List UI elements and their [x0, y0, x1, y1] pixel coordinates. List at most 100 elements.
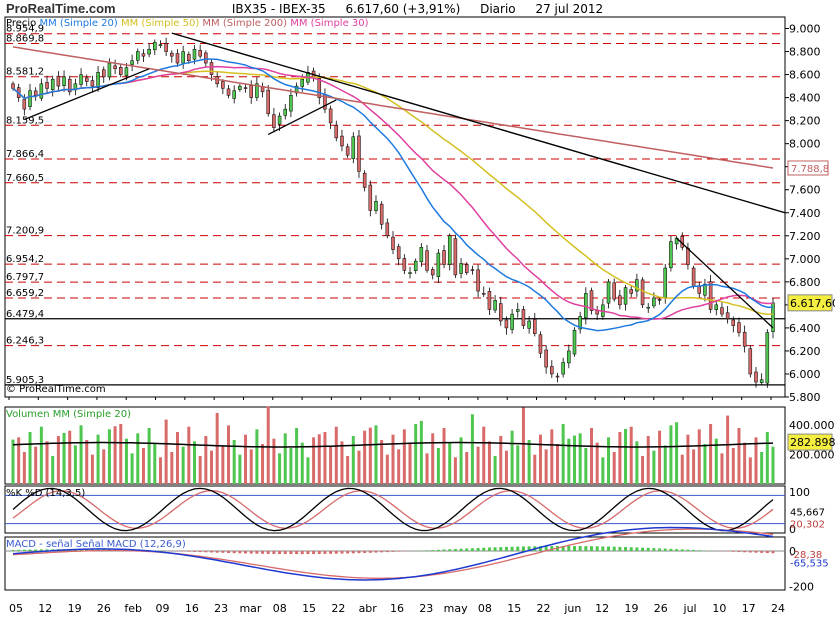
candle-body — [442, 250, 446, 265]
x-tick-label: 19 — [624, 602, 638, 615]
macd-histogram-bar — [748, 551, 752, 553]
volume-bar — [266, 406, 270, 484]
stoch-ytick-100: 100 — [789, 486, 810, 499]
macd-histogram-bar — [192, 551, 196, 552]
header-ticker: IBX35 - IBEX-35 — [231, 2, 326, 16]
macd-histogram-bar — [510, 546, 514, 551]
macd-histogram-bar — [680, 549, 684, 551]
macd-histogram-bar — [357, 551, 361, 554]
price-ytick-label: 8.600 — [789, 69, 821, 82]
macd-histogram-bar — [465, 548, 469, 551]
macd-histogram-bar — [249, 551, 253, 554]
volume-bar — [175, 432, 179, 484]
level-label: 8.869,8 — [6, 34, 44, 45]
volume-bar — [85, 440, 89, 484]
volume-last-box — [787, 433, 833, 451]
volume-bar — [584, 448, 588, 484]
candle-body — [578, 316, 582, 330]
candle-body — [283, 108, 287, 116]
macd-histogram-bar — [641, 547, 645, 551]
macd-histogram-bar — [11, 550, 15, 551]
candle-body — [249, 85, 253, 98]
macd-histogram-bar — [22, 549, 26, 551]
volume-bar — [368, 427, 372, 484]
volume-bar — [652, 450, 656, 484]
candle-body — [425, 250, 429, 271]
level-label: 7.200,9 — [6, 226, 44, 237]
volume-bar — [357, 450, 361, 484]
volume-bar — [561, 424, 565, 484]
x-tick-label: 17 — [742, 602, 756, 615]
volume-bar — [737, 428, 741, 484]
volume-bar — [34, 446, 38, 484]
macd-histogram-bar — [459, 548, 463, 551]
price-legend: Precio MM (Simple 20) MM (Simple 50) MM … — [6, 18, 369, 29]
trendline-2 — [267, 99, 337, 136]
macd-histogram-bar — [658, 548, 662, 551]
candle-body — [487, 291, 492, 310]
volume-bar — [697, 429, 701, 484]
volume-ma-line — [12, 441, 774, 448]
volume-bar — [22, 452, 26, 484]
volume-bar — [130, 453, 134, 484]
price-ytick-label: 8.000 — [789, 138, 821, 151]
candle-body — [277, 115, 282, 125]
macd-histogram-bar — [346, 551, 350, 554]
level-label: 6.797,7 — [6, 272, 44, 283]
candle-body — [136, 51, 140, 61]
volume-bar — [227, 425, 231, 484]
volume-bar — [198, 456, 202, 484]
price-ytick-label: 8.800 — [789, 46, 821, 59]
candle-body — [45, 82, 49, 89]
logo-text: ProRealTime.com — [6, 1, 116, 16]
volume-bar — [703, 444, 707, 484]
volume-bar — [607, 437, 611, 484]
price-ytick-label: 5.800 — [789, 391, 821, 404]
x-tick-label: 23 — [419, 602, 433, 615]
candle-body — [357, 135, 361, 172]
volume-bar — [510, 430, 514, 484]
candle-body — [612, 282, 616, 300]
candle-body — [686, 247, 690, 265]
candle-body — [300, 78, 305, 87]
candle-body — [28, 90, 32, 107]
level-label: 6.659,2 — [6, 288, 44, 299]
stoch-legend: %K %D (14,3,5) — [6, 488, 85, 499]
volume-bar — [51, 456, 55, 484]
x-tick-label: 15 — [507, 602, 521, 615]
candle-body — [510, 313, 514, 330]
candle-body — [396, 246, 401, 260]
macd-histogram-bar — [595, 546, 599, 551]
price-ytick-label: 6.400 — [789, 322, 821, 335]
macd-histogram-bar — [652, 548, 656, 551]
price-ytick-label: 7.200 — [789, 230, 821, 243]
candle-body — [90, 80, 95, 87]
macd-histogram-bar — [731, 551, 735, 552]
candle-body — [402, 258, 407, 271]
volume-bar — [527, 440, 531, 484]
volume-bar — [516, 445, 520, 484]
volume-bar — [153, 442, 157, 484]
candle-body — [164, 43, 168, 52]
macd-histogram-bar — [697, 550, 701, 551]
candle-body — [209, 62, 214, 75]
macd-histogram-bar — [675, 549, 679, 551]
macd-histogram-bar — [244, 551, 248, 554]
price-ytick-label: 8.200 — [789, 115, 821, 128]
macd-histogram-bar — [612, 546, 616, 551]
candle-body — [243, 87, 248, 89]
macd-signal-last-label: -65,535 — [790, 559, 829, 570]
candle-body — [470, 269, 475, 271]
copyright-label: © ProRealTime.com — [6, 384, 106, 395]
price-ytick-label: 7.400 — [789, 207, 821, 220]
macd-histogram-bar — [278, 551, 282, 555]
macd-histogram-bar — [561, 545, 565, 551]
candle-body — [499, 303, 503, 322]
candle-body — [340, 135, 344, 147]
price-legend-item: Precio — [6, 18, 39, 29]
volume-bar — [442, 428, 446, 484]
candle-body — [765, 332, 770, 384]
candle-body — [481, 292, 486, 295]
level-label: 6.954,2 — [6, 254, 44, 265]
volume-bar — [646, 436, 650, 484]
